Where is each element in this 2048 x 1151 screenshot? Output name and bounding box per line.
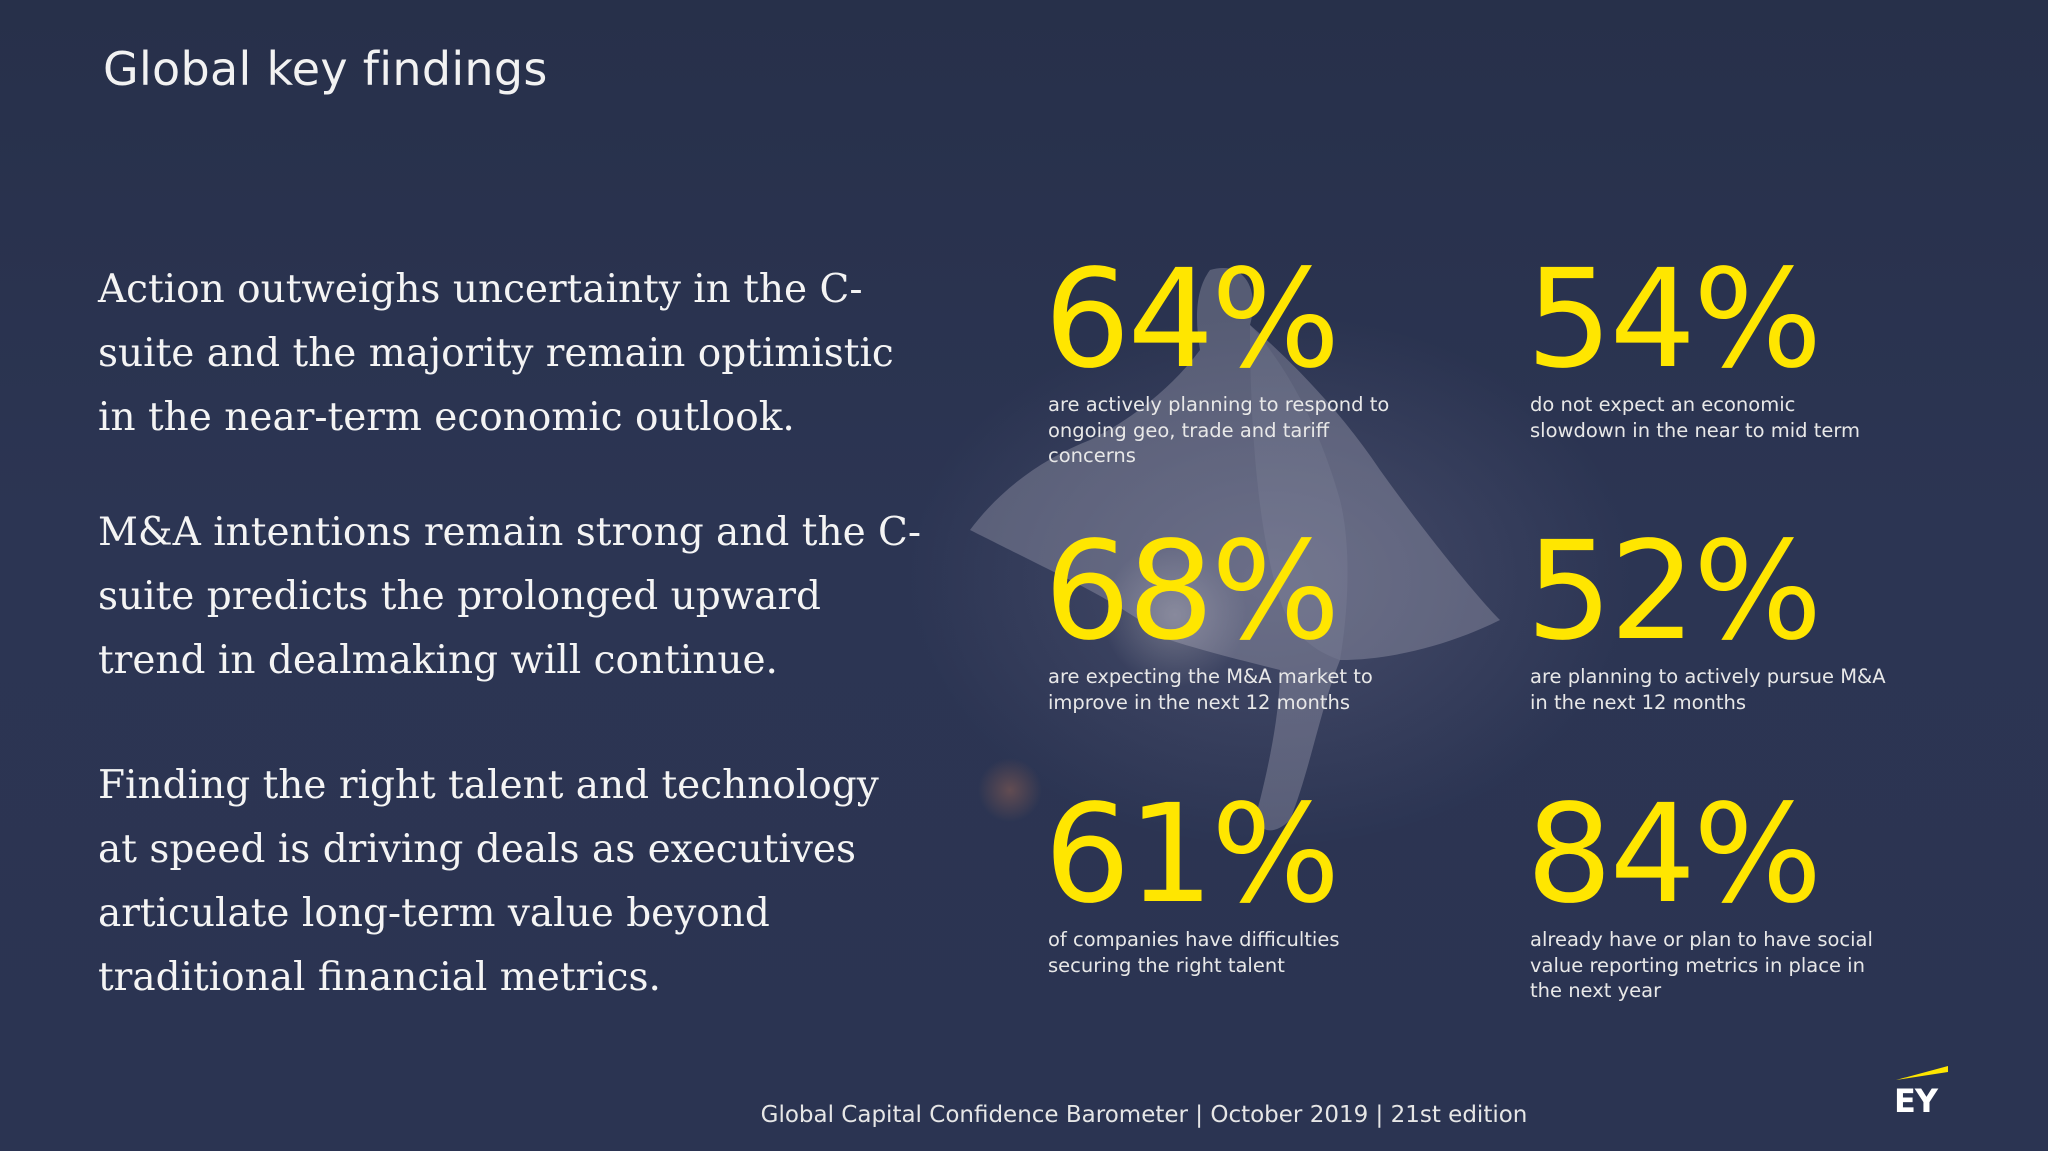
stat-value: 64% [1044,241,1340,399]
stat-no-slowdown: 54% do not expect an economic slowdown i… [1526,241,1886,442]
slide-footer: Global Capital Confidence Barometer | Oc… [760,1102,1528,1128]
stat-value: 54% [1526,241,1822,399]
statement-ma-intentions: M&A intentions remain strong and the C-s… [98,510,922,683]
ey-logo-beam [1896,1066,1948,1080]
stat-value: 84% [1526,776,1822,934]
stat-value: 52% [1526,513,1822,671]
stat-pursue-ma: 52% are planning to actively pursue M&A … [1526,513,1886,714]
stat-value: 68% [1044,513,1340,671]
stat-description: are expecting the M&A market to improve … [1048,665,1373,714]
wingsuit-flyer-image [970,268,1500,831]
statement-economic-outlook: Action outweighs uncertainty in the C-su… [98,267,894,440]
stat-geo-trade-concerns: 64% are actively planning to respond to … [1044,241,1404,467]
stat-description: already have or plan to have social valu… [1530,928,1873,1002]
stat-description: are actively planning to respond to ongo… [1048,393,1390,467]
stat-description: of companies have difficulties securing … [1048,928,1340,977]
stat-ma-market-improve: 68% are expecting the M&A market to impr… [1044,513,1404,714]
statement-talent-technology: Finding the right talent and technology … [98,763,879,1000]
ey-logo-icon: EY [1892,1064,1952,1124]
stat-talent-difficulties: 61% of companies have difficulties secur… [1044,776,1404,977]
stat-description: do not expect an economic slowdown in th… [1530,393,1861,442]
ey-logo-text: EY [1894,1082,1938,1120]
stat-description: are planning to actively pursue M&A in t… [1530,665,1886,714]
page-title: Global key findings [103,42,548,96]
stat-social-value-reporting: 84% already have or plan to have social … [1526,776,1886,1002]
stat-value: 61% [1044,776,1340,934]
